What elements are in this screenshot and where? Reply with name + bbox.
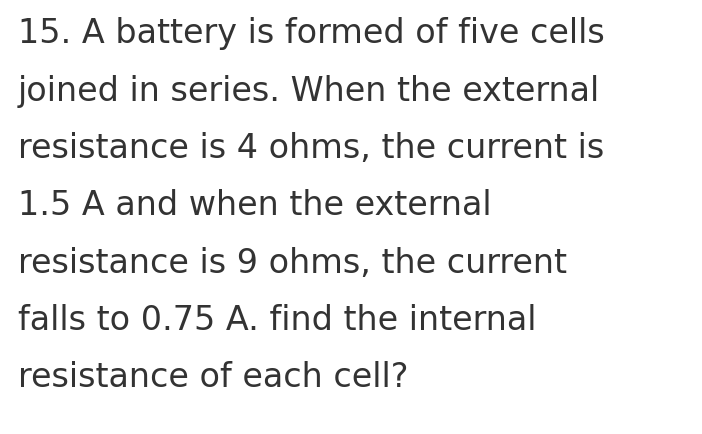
Text: joined in series. When the external: joined in series. When the external: [18, 75, 600, 108]
Text: resistance of each cell?: resistance of each cell?: [18, 361, 408, 394]
Text: resistance is 9 ohms, the current: resistance is 9 ohms, the current: [18, 247, 567, 279]
Text: falls to 0.75 A. find the internal: falls to 0.75 A. find the internal: [18, 304, 536, 337]
Text: 1.5 A and when the external: 1.5 A and when the external: [18, 189, 491, 222]
Text: resistance is 4 ohms, the current is: resistance is 4 ohms, the current is: [18, 132, 604, 165]
Text: 15. A battery is formed of five cells: 15. A battery is formed of five cells: [18, 17, 604, 50]
